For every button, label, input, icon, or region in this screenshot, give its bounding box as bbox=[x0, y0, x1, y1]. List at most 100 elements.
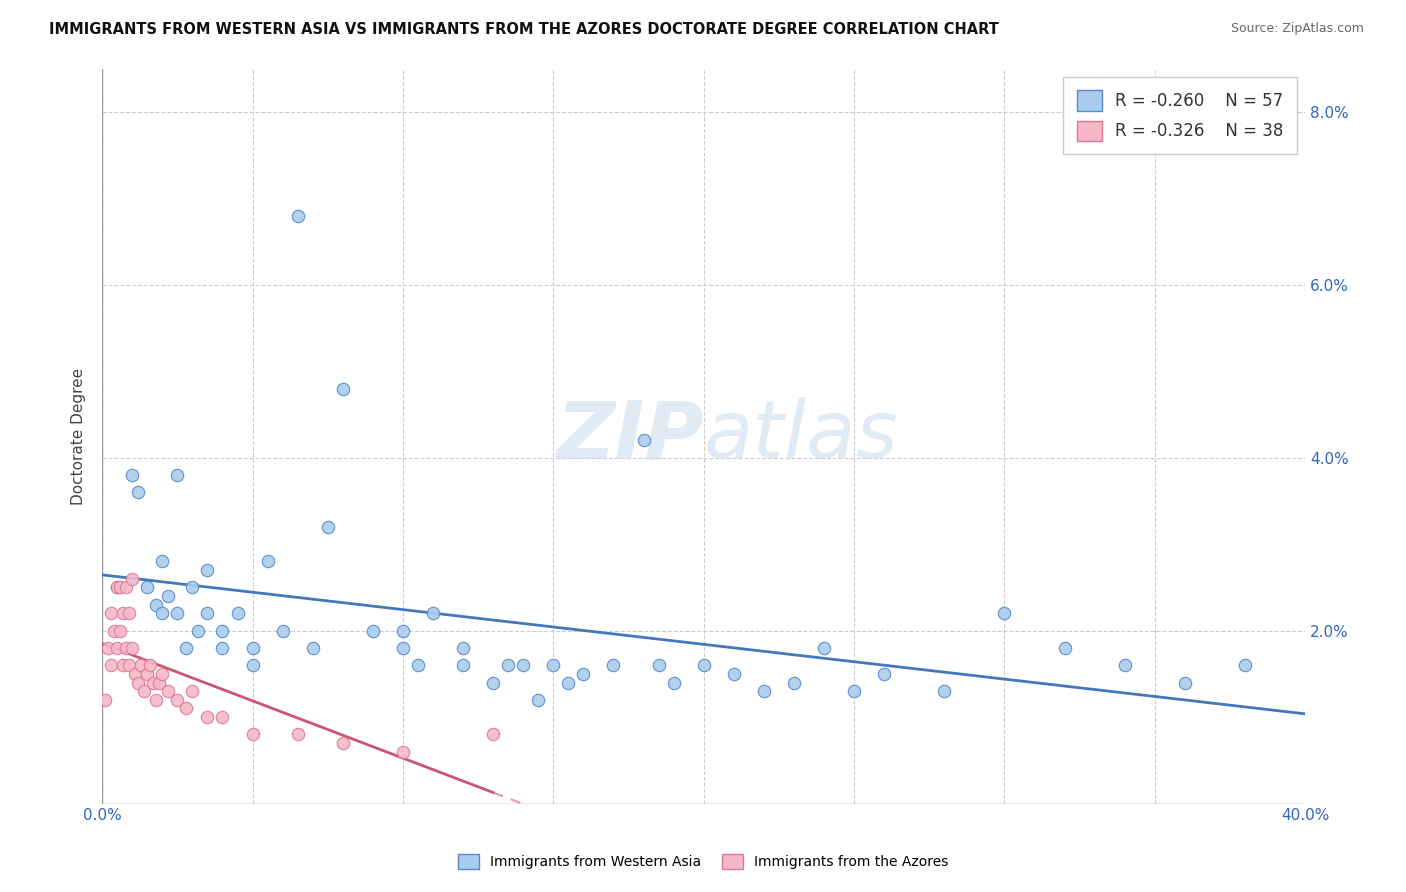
Point bbox=[256, 554, 278, 568]
Point bbox=[242, 658, 264, 673]
Point bbox=[103, 624, 125, 638]
Point bbox=[105, 581, 128, 595]
Point bbox=[451, 658, 474, 673]
Point bbox=[1114, 658, 1136, 673]
Point bbox=[197, 563, 219, 577]
Point bbox=[211, 640, 233, 655]
Point bbox=[115, 581, 138, 595]
Point bbox=[131, 658, 153, 673]
Point bbox=[100, 607, 122, 621]
Point bbox=[127, 675, 149, 690]
Point bbox=[145, 693, 167, 707]
Point bbox=[211, 710, 233, 724]
Legend: R = -0.260    N = 57, R = -0.326    N = 38: R = -0.260 N = 57, R = -0.326 N = 38 bbox=[1063, 77, 1296, 154]
Point bbox=[136, 581, 159, 595]
Point bbox=[783, 675, 806, 690]
Point bbox=[121, 467, 143, 482]
Point bbox=[150, 554, 173, 568]
Point bbox=[176, 701, 198, 715]
Point bbox=[406, 658, 429, 673]
Point bbox=[723, 666, 745, 681]
Point bbox=[602, 658, 624, 673]
Point bbox=[482, 727, 505, 741]
Point bbox=[361, 624, 384, 638]
Point bbox=[118, 658, 141, 673]
Point bbox=[271, 624, 294, 638]
Point bbox=[422, 607, 444, 621]
Text: atlas: atlas bbox=[703, 397, 898, 475]
Point bbox=[934, 684, 956, 698]
Point bbox=[301, 640, 323, 655]
Point bbox=[332, 736, 354, 750]
Point bbox=[633, 434, 655, 448]
Point bbox=[662, 675, 685, 690]
Point bbox=[121, 572, 143, 586]
Point bbox=[134, 684, 156, 698]
Point bbox=[242, 727, 264, 741]
Point bbox=[496, 658, 519, 673]
Point bbox=[105, 640, 128, 655]
Point bbox=[197, 607, 219, 621]
Point bbox=[392, 745, 415, 759]
Point bbox=[392, 624, 415, 638]
Point bbox=[166, 467, 188, 482]
Point bbox=[100, 658, 122, 673]
Point bbox=[181, 581, 204, 595]
Text: IMMIGRANTS FROM WESTERN ASIA VS IMMIGRANTS FROM THE AZORES DOCTORATE DEGREE CORR: IMMIGRANTS FROM WESTERN ASIA VS IMMIGRAN… bbox=[49, 22, 1000, 37]
Point bbox=[197, 710, 219, 724]
Point bbox=[157, 589, 180, 603]
Point bbox=[105, 581, 128, 595]
Point bbox=[752, 684, 775, 698]
Point bbox=[813, 640, 835, 655]
Point bbox=[136, 666, 159, 681]
Point bbox=[287, 727, 309, 741]
Point bbox=[512, 658, 534, 673]
Point bbox=[112, 607, 135, 621]
Point bbox=[166, 693, 188, 707]
Point bbox=[145, 598, 167, 612]
Point bbox=[647, 658, 669, 673]
Point bbox=[124, 666, 146, 681]
Point bbox=[451, 640, 474, 655]
Point bbox=[110, 581, 132, 595]
Point bbox=[187, 624, 209, 638]
Point bbox=[242, 640, 264, 655]
Point bbox=[392, 640, 415, 655]
Point bbox=[993, 607, 1015, 621]
Point bbox=[316, 520, 339, 534]
Legend: Immigrants from Western Asia, Immigrants from the Azores: Immigrants from Western Asia, Immigrants… bbox=[451, 847, 955, 876]
Point bbox=[543, 658, 565, 673]
Point bbox=[142, 675, 165, 690]
Point bbox=[148, 675, 170, 690]
Point bbox=[112, 658, 135, 673]
Point bbox=[157, 684, 180, 698]
Point bbox=[150, 666, 173, 681]
Y-axis label: Doctorate Degree: Doctorate Degree bbox=[72, 368, 86, 505]
Point bbox=[873, 666, 896, 681]
Point bbox=[150, 607, 173, 621]
Point bbox=[572, 666, 595, 681]
Point bbox=[1174, 675, 1197, 690]
Point bbox=[118, 607, 141, 621]
Point bbox=[332, 382, 354, 396]
Point bbox=[527, 693, 550, 707]
Point bbox=[211, 624, 233, 638]
Point bbox=[121, 640, 143, 655]
Point bbox=[110, 624, 132, 638]
Point bbox=[166, 607, 188, 621]
Point bbox=[181, 684, 204, 698]
Point bbox=[482, 675, 505, 690]
Point bbox=[1053, 640, 1076, 655]
Point bbox=[115, 640, 138, 655]
Point bbox=[226, 607, 249, 621]
Point bbox=[287, 209, 309, 223]
Point bbox=[557, 675, 579, 690]
Text: Source: ZipAtlas.com: Source: ZipAtlas.com bbox=[1230, 22, 1364, 36]
Point bbox=[842, 684, 865, 698]
Text: ZIP: ZIP bbox=[557, 397, 703, 475]
Point bbox=[692, 658, 714, 673]
Point bbox=[127, 485, 149, 500]
Point bbox=[97, 640, 120, 655]
Point bbox=[94, 693, 117, 707]
Point bbox=[1233, 658, 1256, 673]
